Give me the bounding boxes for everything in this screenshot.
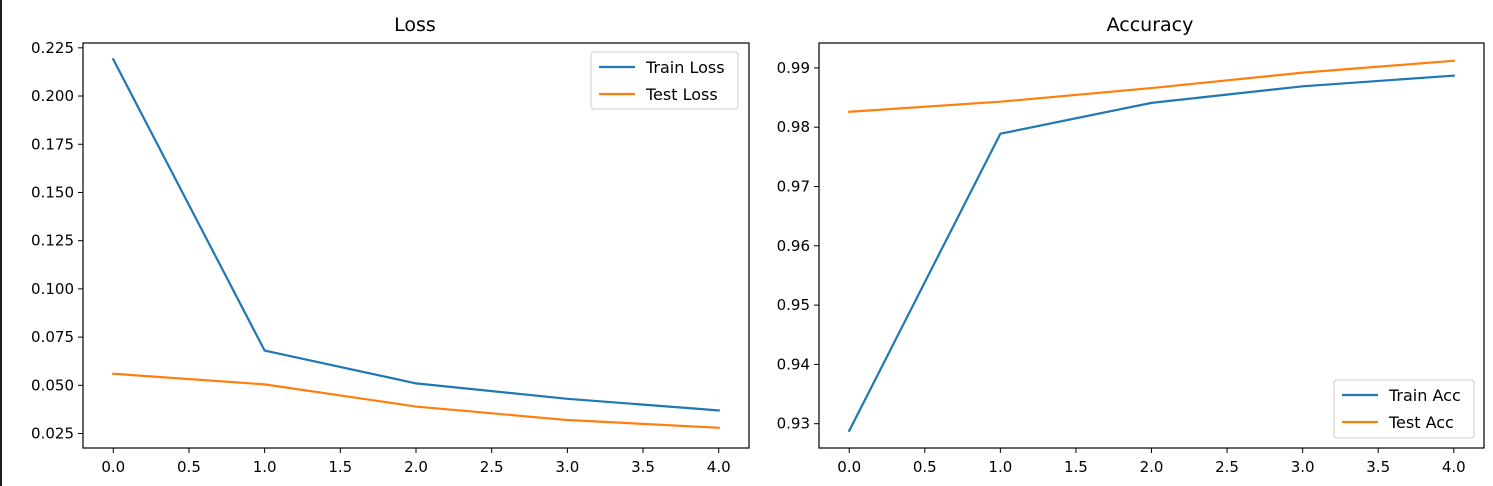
- loss-x-tick-label: 4.0: [707, 458, 731, 476]
- test-acc-legend-label: Test Acc: [1388, 413, 1454, 432]
- train-loss-line: [111, 57, 720, 412]
- loss-y-tick-label: 0.075: [31, 328, 74, 346]
- loss-x-tick-label: 2.0: [404, 458, 428, 476]
- accuracy-y-tick-label: 0.93: [777, 415, 810, 433]
- loss-y-tick-label: 0.125: [31, 232, 74, 250]
- loss-x-tick-label: 2.5: [480, 458, 504, 476]
- accuracy-x-tick-label: 0.5: [913, 458, 937, 476]
- loss-x-tick-label: 1.5: [328, 458, 352, 476]
- accuracy-y-tick-label: 0.96: [777, 237, 810, 255]
- accuracy-x-tick-label: 1.0: [988, 458, 1012, 476]
- figure-left-edge: [0, 0, 2, 486]
- train-acc-legend-label: Train Acc: [1388, 386, 1461, 405]
- loss-x-tick-label: 3.5: [631, 458, 655, 476]
- accuracy-y-tick-label: 0.97: [777, 177, 810, 195]
- accuracy-y-tick-label: 0.95: [777, 296, 810, 314]
- test-loss-legend-label: Test Loss: [645, 85, 718, 104]
- accuracy-x-tick-label: 0.0: [837, 458, 861, 476]
- accuracy-x-tick-label: 2.5: [1215, 458, 1239, 476]
- loss-x-tick-label: 0.5: [177, 458, 201, 476]
- loss-y-tick-label: 0.050: [31, 376, 74, 394]
- accuracy-y-tick-label: 0.94: [777, 355, 810, 373]
- loss-y-tick-label: 0.150: [31, 183, 74, 201]
- loss-x-tick-label: 3.0: [555, 458, 579, 476]
- accuracy-y-tick-label: 0.99: [777, 59, 810, 77]
- loss-y-tick-label: 0.100: [31, 280, 74, 298]
- train-acc-line: [847, 74, 1455, 433]
- accuracy-panel: Accuracy 0.0 0.5 1.0 1.5 2.0 2.5 3.0 3.5 4.0 0.93…: [777, 14, 1485, 476]
- loss-y-tick-label: 0.025: [31, 425, 74, 443]
- loss-panel-title: Loss: [394, 14, 436, 36]
- loss-panel: Loss 0.0 0.5 1.0 1.5 2.0 2.5 3.0 3.5 4.0 0.025 0.0…: [31, 14, 750, 476]
- test-loss-line: [112, 372, 720, 429]
- accuracy-panel-title: Accuracy: [1107, 14, 1194, 36]
- accuracy-x-tick-label: 3.5: [1366, 458, 1390, 476]
- loss-x-tick-label: 1.0: [253, 458, 277, 476]
- accuracy-x-tick-label: 2.0: [1140, 458, 1164, 476]
- loss-y-tick-label: 0.175: [31, 135, 74, 153]
- accuracy-y-tick-label: 0.98: [777, 118, 810, 136]
- train-loss-legend-label: Train Loss: [645, 58, 725, 77]
- accuracy-x-tick-label: 1.5: [1064, 458, 1088, 476]
- accuracy-x-tick-label: 4.0: [1442, 458, 1466, 476]
- test-acc-line: [848, 59, 1455, 113]
- loss-y-tick-label: 0.200: [31, 87, 74, 105]
- loss-y-tick-label: 0.225: [31, 39, 74, 57]
- accuracy-x-tick-label: 3.0: [1291, 458, 1315, 476]
- loss-x-tick-label: 0.0: [101, 458, 125, 476]
